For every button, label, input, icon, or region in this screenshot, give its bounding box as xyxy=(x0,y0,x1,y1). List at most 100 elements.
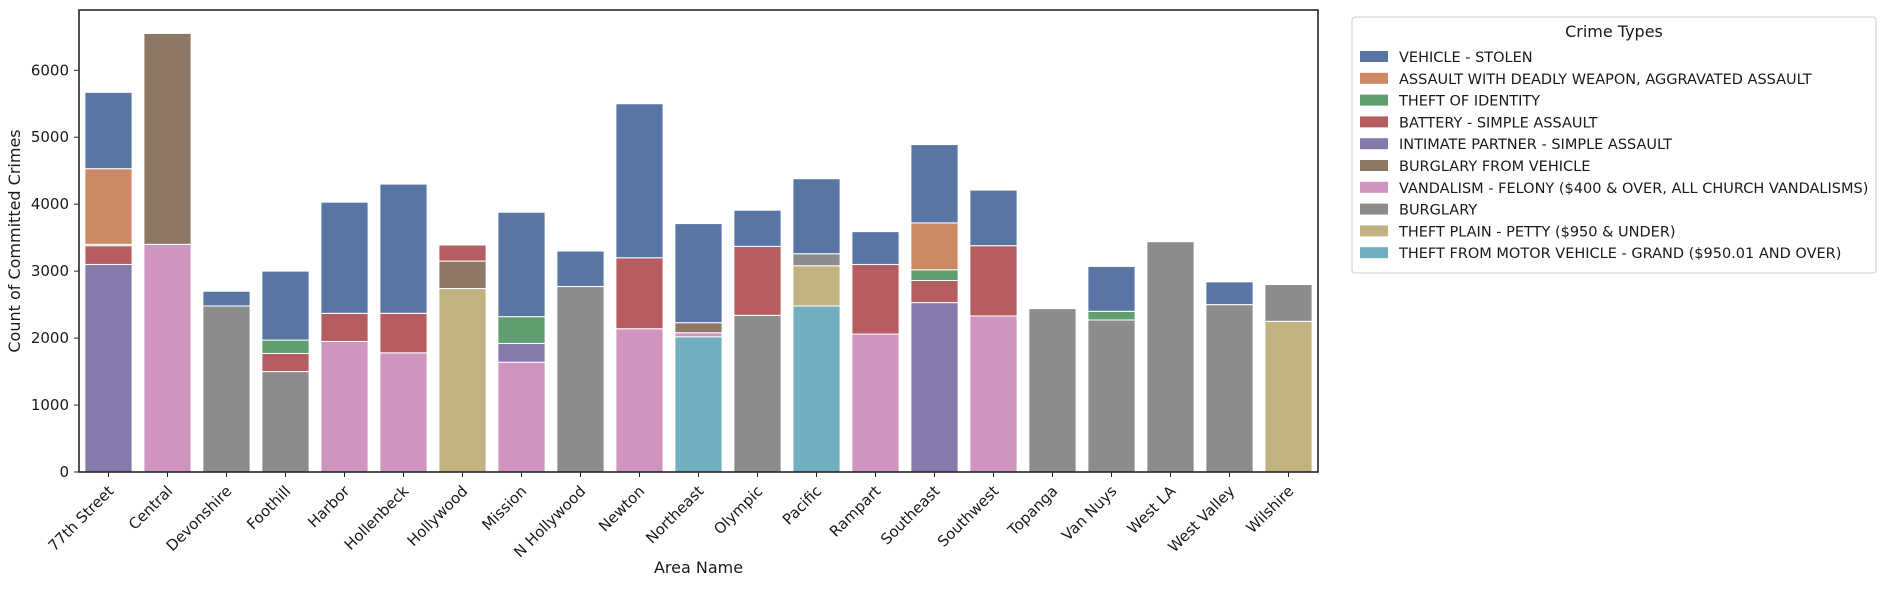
bar-segment xyxy=(674,223,723,324)
y-tick-label: 3000 xyxy=(31,262,69,280)
y-tick-label: 0 xyxy=(59,463,69,481)
legend-entry-label: BURGLARY xyxy=(1399,203,1477,219)
legend-entry-label: VEHICLE - STOLEN xyxy=(1399,50,1533,66)
y-tick-label: 5000 xyxy=(31,128,69,146)
bar-segment xyxy=(1205,304,1254,473)
bar-segment xyxy=(143,243,192,473)
bar-segment xyxy=(202,305,251,473)
bar-segment xyxy=(910,144,959,224)
bar-segment xyxy=(674,332,723,338)
x-tick-label: Mission xyxy=(478,482,530,534)
legend-swatch xyxy=(1360,247,1388,259)
bar-segment xyxy=(674,322,723,334)
bar-segment xyxy=(320,312,369,342)
bar-segment xyxy=(438,288,487,473)
bar-segment xyxy=(1264,284,1313,322)
bar-segment xyxy=(615,103,664,259)
bar-segment xyxy=(261,352,310,373)
legend-swatch xyxy=(1360,160,1388,171)
y-tick-label: 2000 xyxy=(31,329,69,347)
bar-segment xyxy=(910,302,959,473)
x-tick-label: Rampart xyxy=(826,482,885,541)
legend-swatch xyxy=(1360,181,1388,193)
x-tick-label: West LA xyxy=(1124,482,1180,538)
legend-entry-label: THEFT PLAIN - PETTY ($950 & UNDER) xyxy=(1398,224,1676,240)
bar-segment xyxy=(320,201,369,314)
bar-segment xyxy=(320,340,369,473)
bar-segment xyxy=(379,312,428,354)
bar-segment xyxy=(438,244,487,262)
bar-segment xyxy=(1087,319,1136,473)
bar-segment xyxy=(792,253,841,267)
x-tick-label: Foothill xyxy=(243,482,294,533)
bar-segment xyxy=(202,290,251,307)
bar-segment xyxy=(84,263,133,473)
bar-segment xyxy=(497,342,546,363)
bar-segment xyxy=(969,245,1018,317)
legend-entry-label: THEFT OF IDENTITY xyxy=(1398,94,1540,110)
bar-segment xyxy=(910,222,959,271)
bar-segment xyxy=(615,328,664,473)
bar-segment xyxy=(497,361,546,473)
bar-segment xyxy=(674,336,723,473)
bar-segment xyxy=(910,269,959,282)
legend-swatch xyxy=(1360,51,1388,62)
x-tick-label: Van Nuys xyxy=(1058,482,1120,544)
bar-segment xyxy=(497,316,546,344)
bar-segment xyxy=(1146,241,1195,473)
bar-segment xyxy=(84,91,133,170)
y-axis-label: Count of Committed Crimes xyxy=(5,129,24,352)
legend-box xyxy=(1351,16,1877,274)
legend-entry-label: BURGLARY FROM VEHICLE xyxy=(1399,159,1590,175)
bar-segment xyxy=(1087,265,1136,312)
x-tick-label: Central xyxy=(125,482,176,533)
legend-title: Crime Types xyxy=(1565,22,1663,41)
y-tick-label: 1000 xyxy=(31,396,69,414)
bar-segment xyxy=(438,260,487,290)
bar-segment xyxy=(143,32,192,245)
bar-segment xyxy=(969,315,1018,473)
bar-segment xyxy=(261,339,310,354)
x-tick-label: Wilshire xyxy=(1243,482,1298,537)
legend-swatch xyxy=(1360,203,1388,215)
y-tick-label: 6000 xyxy=(31,61,69,79)
bar-segment xyxy=(1264,320,1313,473)
legend-swatch xyxy=(1360,72,1388,84)
bar-segment xyxy=(1087,310,1136,321)
bar-segment xyxy=(379,352,428,473)
bar-segment xyxy=(969,189,1018,247)
bar-segment xyxy=(733,209,782,247)
bar-segment xyxy=(497,211,546,318)
legend-entry-label: INTIMATE PARTNER - SIMPLE ASSAULT xyxy=(1399,137,1672,153)
bar-segment xyxy=(84,168,133,245)
x-tick-label: Hollywood xyxy=(404,482,472,550)
x-tick-label: Southwest xyxy=(934,482,1003,551)
legend-entry-label: BATTERY - SIMPLE ASSAULT xyxy=(1399,115,1598,131)
x-tick-label: Northeast xyxy=(642,482,707,547)
legend-entry-label: VANDALISM - FELONY ($400 & OVER, ALL CHU… xyxy=(1399,181,1868,197)
bar-segment xyxy=(851,231,900,265)
legend-swatch xyxy=(1360,138,1388,150)
bar-segment xyxy=(261,270,310,341)
bar-segment xyxy=(792,305,841,473)
bar-segment xyxy=(615,257,664,330)
bar-segment xyxy=(556,286,605,473)
legend-swatch xyxy=(1360,94,1388,106)
bar-segment xyxy=(379,183,428,314)
bar-segment xyxy=(1028,308,1077,473)
bar-segment xyxy=(910,280,959,304)
x-tick-label: Topanga xyxy=(1004,482,1062,540)
legend-swatch xyxy=(1360,116,1388,128)
legend-entry-label: THEFT FROM MOTOR VEHICLE - GRAND ($950.0… xyxy=(1398,246,1841,262)
bar-segment xyxy=(792,178,841,255)
plot-frame xyxy=(78,9,1319,473)
legend-entry-label: ASSAULT WITH DEADLY WEAPON, AGGRAVATED A… xyxy=(1399,72,1812,88)
x-tick-label: Harbor xyxy=(304,482,354,532)
x-tick-label: Hollenbeck xyxy=(341,482,413,554)
bar-segment xyxy=(84,245,133,265)
x-axis-label: Area Name xyxy=(654,558,743,577)
bar-segment xyxy=(1205,281,1254,306)
bars-layer xyxy=(84,32,1313,473)
